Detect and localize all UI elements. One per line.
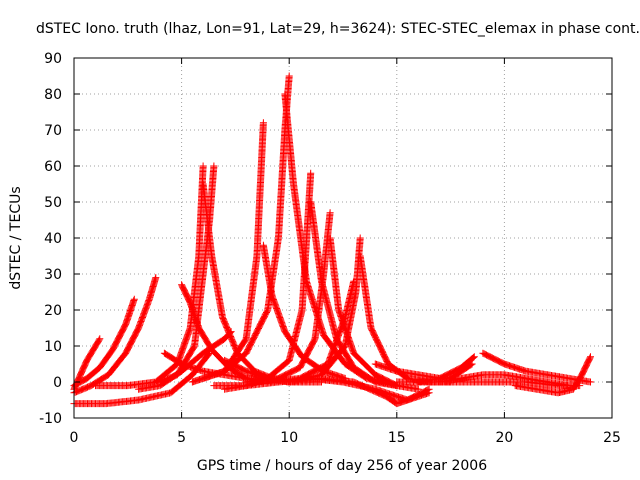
series-18-markers xyxy=(356,252,455,386)
tick-labels: 0 5 10 15 20 25 -10 0 10 20 30 40 50 60 70 80 90 xyxy=(39,51,621,446)
y-tick-label: 50 xyxy=(44,195,62,211)
x-tick-label: 0 xyxy=(70,430,79,446)
y-tick-label: 30 xyxy=(44,267,62,283)
y-tick-label: -10 xyxy=(39,411,62,427)
x-tick-label: 15 xyxy=(388,430,406,446)
y-axis-title: dSTEC / TECUs xyxy=(8,186,24,289)
series-8 xyxy=(188,119,267,386)
series-3 xyxy=(70,349,214,408)
x-tick-label: 5 xyxy=(177,430,186,446)
x-tick-label: 20 xyxy=(495,430,513,446)
y-tick-label: 60 xyxy=(44,159,62,175)
series-15 xyxy=(326,234,422,393)
series-23 xyxy=(285,374,433,408)
y-tick-label: 90 xyxy=(44,51,62,67)
data-series xyxy=(70,72,594,408)
y-tick-label: 20 xyxy=(44,303,62,319)
chart-title: dSTEC Iono. truth (lhaz, Lon=91, Lat=29,… xyxy=(36,21,640,37)
axis-ticks xyxy=(73,57,613,419)
series-18 xyxy=(356,252,455,386)
series-3-markers xyxy=(70,349,214,408)
y-tick-label: 0 xyxy=(53,375,62,391)
series-19 xyxy=(135,328,235,393)
x-tick-label: 10 xyxy=(280,430,298,446)
series-19-markers xyxy=(135,328,235,393)
y-tick-label: 70 xyxy=(44,123,62,139)
y-tick-label: 10 xyxy=(44,339,62,355)
series-29 xyxy=(393,378,584,390)
x-axis-title: GPS time / hours of day 256 of year 2006 xyxy=(197,458,487,474)
y-tick-label: 80 xyxy=(44,87,62,103)
y-tick-label: 40 xyxy=(44,231,62,247)
x-tick-label: 25 xyxy=(603,430,621,446)
series-15-markers xyxy=(326,234,422,393)
series-8-markers xyxy=(188,119,267,386)
